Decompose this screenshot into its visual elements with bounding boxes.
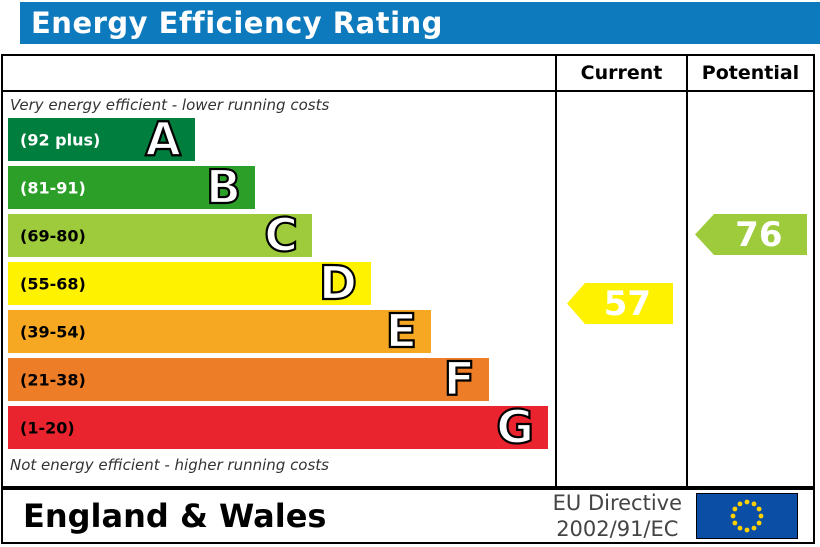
chart-title: Energy Efficiency Rating xyxy=(31,6,443,40)
band-c-letter: C xyxy=(263,207,299,262)
top-caption: Very energy efficient - lower running co… xyxy=(10,96,330,114)
band-e: (39-54) E xyxy=(8,303,431,358)
eu-directive-line1: EU Directive xyxy=(552,490,682,515)
band-e-range: (39-54) xyxy=(20,322,86,341)
potential-column-divider xyxy=(686,56,688,486)
band-f-range: (21-38) xyxy=(20,370,86,389)
bands-area: Very energy efficient - lower running co… xyxy=(3,92,555,477)
eu-directive-line2: 2002/91/EC xyxy=(556,517,679,541)
rating-table: Current Potential Very energy efficient … xyxy=(1,54,815,488)
band-b-letter: B xyxy=(205,159,242,214)
current-column-header: Current xyxy=(580,62,663,84)
potential-rating-value: 76 xyxy=(735,214,783,255)
footer: England & Wales EU Directive 2002/91/EC xyxy=(1,488,815,544)
current-column-divider xyxy=(555,56,557,486)
potential-rating-arrow: 76 xyxy=(695,214,807,255)
band-e-letter: E xyxy=(384,303,418,358)
band-c: (69-80) C xyxy=(8,207,312,262)
current-rating-arrow: 57 xyxy=(567,283,673,324)
band-a-range: (92 plus) xyxy=(20,130,101,149)
band-b-range: (81-91) xyxy=(20,178,86,197)
band-f: (21-38) F xyxy=(8,351,489,406)
eu-flag-icon xyxy=(696,493,798,539)
current-rating-value: 57 xyxy=(603,283,652,324)
band-d-range: (55-68) xyxy=(20,274,86,293)
title-bar: Energy Efficiency Rating xyxy=(20,2,820,44)
band-b: (81-91) B xyxy=(8,159,255,214)
band-d-letter: D xyxy=(318,255,358,310)
band-a-letter: A xyxy=(144,111,182,166)
table-header-row: Current Potential xyxy=(3,56,813,92)
band-d: (55-68) D xyxy=(8,255,371,310)
potential-column-header: Potential xyxy=(701,62,800,84)
band-g: (1-20) G xyxy=(8,399,548,454)
band-g-range: (1-20) xyxy=(20,418,75,437)
region-label: England & Wales xyxy=(23,497,327,535)
band-g-letter: G xyxy=(495,399,535,454)
band-c-range: (69-80) xyxy=(20,226,86,245)
bottom-caption: Not energy efficient - higher running co… xyxy=(10,456,329,474)
band-f-letter: F xyxy=(442,351,476,406)
band-a: (92 plus) A xyxy=(8,111,195,166)
eu-directive-label: EU Directive 2002/91/EC xyxy=(553,490,682,543)
